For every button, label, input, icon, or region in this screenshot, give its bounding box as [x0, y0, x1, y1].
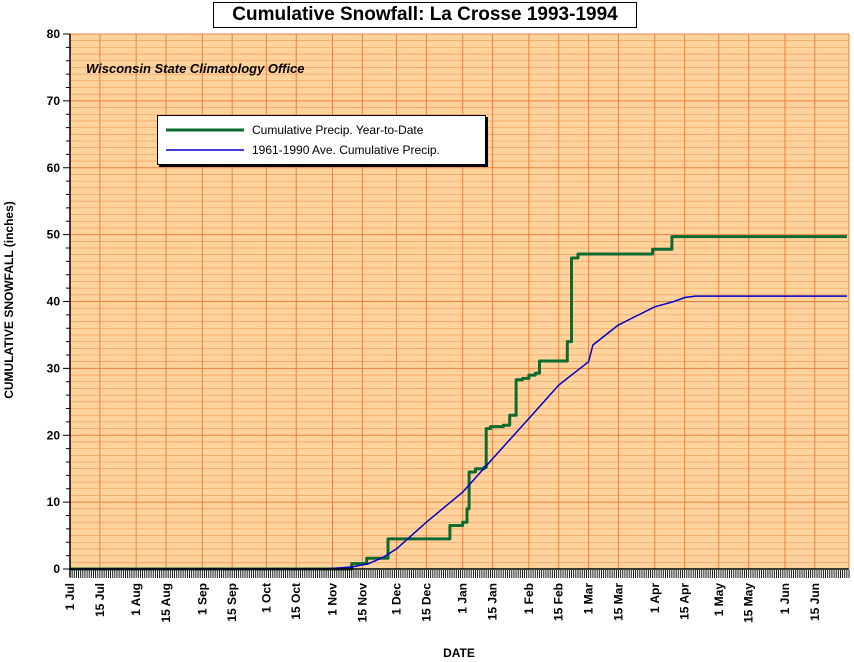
y-tick-label: 70: [47, 94, 61, 108]
x-tick-label: 15 Jun: [808, 583, 822, 621]
x-tick-label: 15 Nov: [355, 583, 369, 623]
legend-item-ytd: Cumulative Precip. Year-to-Date: [166, 120, 423, 140]
x-tick-label: 15 May: [742, 583, 756, 623]
legend-swatch-average: [166, 149, 244, 151]
x-tick-label: 15 Feb: [552, 583, 566, 621]
x-tick-label: 15 Apr: [678, 583, 692, 620]
series-layer: [70, 235, 847, 571]
y-tick-label: 20: [47, 428, 61, 442]
x-tick-label: 1 Jan: [456, 583, 470, 614]
y-axis-ticks: 0 10 20 30 40 50 60 70 80: [47, 27, 70, 576]
x-tick-label: 1 Dec: [390, 583, 404, 615]
x-tick-label: 15 Jan: [486, 583, 500, 620]
axes-layer: [69, 34, 850, 577]
x-tick-label: 1 Apr: [648, 583, 662, 614]
x-tick-label: 1 Oct: [259, 583, 273, 613]
y-tick-label: 10: [47, 495, 61, 509]
x-axis-label: DATE: [443, 646, 475, 660]
series-line-ytd: [70, 235, 847, 571]
x-tick-label: 1 Sep: [195, 583, 209, 615]
y-tick-label: 40: [47, 295, 61, 309]
y-axis-label: CUMULATIVE SNOWFALL (inches): [2, 201, 16, 399]
y-tick-label: 50: [47, 228, 61, 242]
legend-swatch-ytd: [166, 128, 244, 132]
x-tick-label: 15 Mar: [612, 583, 626, 621]
series-line-average: [70, 295, 847, 570]
x-tick-label: 1 Aug: [129, 583, 143, 616]
x-tick-label: 15 Aug: [159, 583, 173, 623]
x-tick-label: 1 Mar: [582, 583, 596, 615]
x-tick-label: 1 Nov: [326, 583, 340, 616]
y-tick-label: 60: [47, 161, 61, 175]
x-tick-label: 15 Sep: [225, 583, 239, 622]
chart-subtitle: Wisconsin State Climatology Office: [86, 61, 305, 76]
x-tick-label: 1 May: [712, 583, 726, 617]
y-tick-label: 80: [47, 27, 61, 41]
legend-label-average: 1961-1990 Ave. Cumulative Precip.: [252, 143, 440, 157]
chart-title: Cumulative Snowfall: La Crosse 1993-1994: [213, 2, 637, 28]
x-tick-label: 1 Feb: [522, 583, 536, 614]
x-tick-label: 15 Jul: [93, 583, 107, 617]
legend-label-ytd: Cumulative Precip. Year-to-Date: [252, 123, 424, 137]
legend-item-average: 1961-1990 Ave. Cumulative Precip.: [166, 140, 440, 160]
x-tick-label: 15 Dec: [419, 583, 433, 622]
x-tick-label: 1 Jul: [63, 583, 77, 610]
y-tick-label: 0: [53, 562, 60, 576]
y-tick-label: 30: [47, 361, 61, 375]
x-tick-label: 1 Jun: [778, 583, 792, 614]
x-axis-ticks: 1 Jul 15 Jul 1 Aug 15 Aug 1 Sep 15 Sep 1 Oct 15…: [63, 570, 850, 623]
legend: Cumulative Precip. Year-to-Date 1961-199…: [157, 115, 486, 165]
x-tick-label: 15 Oct: [289, 583, 303, 620]
